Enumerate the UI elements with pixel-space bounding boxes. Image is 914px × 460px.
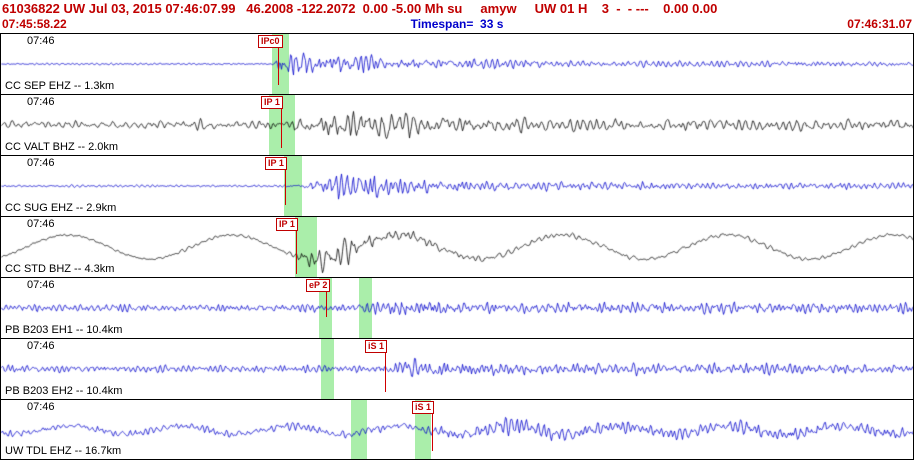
trace-time-label: 07:46 xyxy=(27,157,55,169)
time-window-bar: 07:45:58.22 Timespan= 33 s 07:46:31.07 xyxy=(2,17,912,32)
pick-time-line xyxy=(285,169,286,205)
waveform-canvas[interactable] xyxy=(1,339,913,399)
waveform-canvas[interactable] xyxy=(1,95,913,155)
event-summary-line: 61036822 UW Jul 03, 2015 07:46:07.99 46.… xyxy=(2,1,718,16)
trace-row: IP 1 07:46 CC SUG EHZ -- 2.9km xyxy=(1,156,913,217)
phase-pick-flag[interactable]: iS 1 xyxy=(365,340,388,353)
station-label: PB B203 EH2 -- 10.4km xyxy=(5,385,123,397)
phase-pick-flag[interactable]: IP 1 xyxy=(261,96,283,109)
phase-pick-flag[interactable]: IP 1 xyxy=(265,157,287,170)
trace-row: IP 1 07:46 CC STD BHZ -- 4.3km xyxy=(1,217,913,278)
pick-time-line xyxy=(385,352,386,392)
phase-pick-flag[interactable]: iS 1 xyxy=(412,401,435,414)
window-end-time: 07:46:31.07 xyxy=(847,17,912,31)
timespan-label: Timespan= 33 s xyxy=(410,17,504,31)
pick-time-line xyxy=(278,47,279,85)
trace-time-label: 07:46 xyxy=(27,218,55,230)
trace-time-label: 07:46 xyxy=(27,96,55,108)
phase-pick-flag[interactable]: IP 1 xyxy=(276,218,298,231)
waveform-panel: IPc0 07:46 CC SEP EHZ -- 1.3km IP 1 07:4… xyxy=(0,34,914,460)
pick-time-line xyxy=(326,291,327,317)
event-header: 61036822 UW Jul 03, 2015 07:46:07.99 46.… xyxy=(0,0,914,34)
station-label: CC SUG EHZ -- 2.9km xyxy=(5,202,117,214)
trace-row: iS 1 07:46 UW TDL EHZ -- 16.7km xyxy=(1,400,913,460)
window-start-time: 07:45:58.22 xyxy=(2,17,67,31)
waveform-canvas[interactable] xyxy=(1,156,913,216)
station-label: CC STD BHZ -- 4.3km xyxy=(5,263,115,275)
trace-row: iS 1 07:46 PB B203 EH2 -- 10.4km xyxy=(1,339,913,400)
waveform-canvas[interactable] xyxy=(1,400,913,459)
trace-row: IP 1 07:46 CC VALT BHZ -- 2.0km xyxy=(1,95,913,156)
pick-time-line xyxy=(432,413,433,451)
trace-time-label: 07:46 xyxy=(27,35,55,47)
trace-time-label: 07:46 xyxy=(27,279,55,291)
trace-time-label: 07:46 xyxy=(27,401,55,413)
waveform-canvas[interactable] xyxy=(1,34,913,94)
pick-time-line xyxy=(296,230,297,274)
pick-time-line xyxy=(281,108,282,148)
trace-row: IPc0 07:46 CC SEP EHZ -- 1.3km xyxy=(1,34,913,95)
phase-pick-flag[interactable]: IPc0 xyxy=(258,35,283,48)
station-label: CC SEP EHZ -- 1.3km xyxy=(5,80,115,92)
waveform-canvas[interactable] xyxy=(1,217,913,277)
waveform-canvas[interactable] xyxy=(1,278,913,338)
station-label: UW TDL EHZ -- 16.7km xyxy=(5,445,122,457)
phase-pick-flag[interactable]: eP 2 xyxy=(306,279,331,292)
station-label: CC VALT BHZ -- 2.0km xyxy=(5,141,119,153)
trace-time-label: 07:46 xyxy=(27,340,55,352)
trace-row: eP 2 07:46 PB B203 EH1 -- 10.4km xyxy=(1,278,913,339)
station-label: PB B203 EH1 -- 10.4km xyxy=(5,324,123,336)
